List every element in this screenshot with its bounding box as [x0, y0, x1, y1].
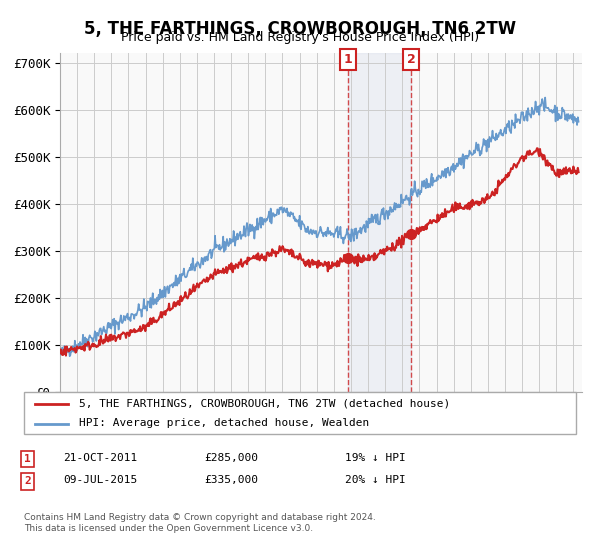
Text: 1: 1	[343, 53, 352, 66]
Text: £285,000: £285,000	[204, 453, 258, 463]
FancyBboxPatch shape	[24, 392, 576, 434]
Text: 20% ↓ HPI: 20% ↓ HPI	[345, 475, 406, 486]
Bar	[347, 53, 411, 392]
Text: 1: 1	[24, 454, 31, 464]
Text: 2: 2	[407, 53, 416, 66]
Text: 19% ↓ HPI: 19% ↓ HPI	[345, 453, 406, 463]
Text: 21-OCT-2011: 21-OCT-2011	[63, 453, 137, 463]
Text: Contains HM Land Registry data © Crown copyright and database right 2024.: Contains HM Land Registry data © Crown c…	[24, 513, 376, 522]
Text: 5, THE FARTHINGS, CROWBOROUGH, TN6 2TW (detached house): 5, THE FARTHINGS, CROWBOROUGH, TN6 2TW (…	[79, 399, 451, 409]
Text: 09-JUL-2015: 09-JUL-2015	[63, 475, 137, 486]
Text: 5, THE FARTHINGS, CROWBOROUGH, TN6 2TW: 5, THE FARTHINGS, CROWBOROUGH, TN6 2TW	[84, 20, 516, 38]
Text: £335,000: £335,000	[204, 475, 258, 486]
Text: This data is licensed under the Open Government Licence v3.0.: This data is licensed under the Open Gov…	[24, 524, 313, 533]
Text: 2: 2	[24, 477, 31, 487]
Text: HPI: Average price, detached house, Wealden: HPI: Average price, detached house, Weal…	[79, 418, 370, 428]
Text: Price paid vs. HM Land Registry's House Price Index (HPI): Price paid vs. HM Land Registry's House …	[121, 31, 479, 44]
